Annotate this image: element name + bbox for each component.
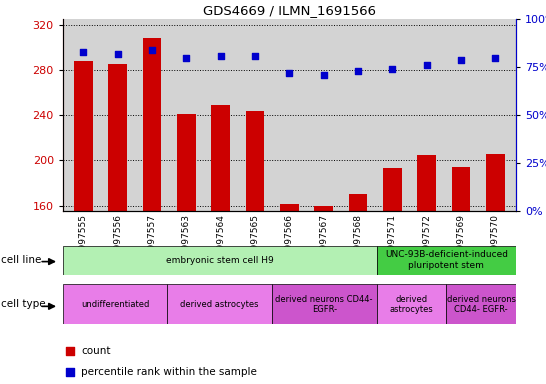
Point (182, 55, 191, 61)
Text: percentile rank within the sample: percentile rank within the sample (81, 367, 257, 377)
Text: embryonic stem cell H9: embryonic stem cell H9 (166, 256, 274, 265)
Text: cell type: cell type (1, 299, 46, 310)
Bar (177, 114, 196, 384)
Bar (314, 205, 333, 384)
Point (251, 53, 259, 59)
Text: count: count (81, 346, 110, 356)
Point (354, 68, 363, 74)
Bar (446, 284, 516, 324)
Text: derived astrocytes: derived astrocytes (180, 300, 259, 309)
Bar (272, 284, 377, 324)
Point (65, 369, 74, 376)
Text: derived neurons CD44-
EGFR-: derived neurons CD44- EGFR- (276, 295, 373, 314)
Bar (486, 154, 505, 384)
Point (319, 72, 328, 78)
Bar (377, 246, 516, 275)
Text: UNC-93B-deficient-induced
pluripotent stem: UNC-93B-deficient-induced pluripotent st… (385, 250, 508, 270)
Title: GDS4669 / ILMN_1691566: GDS4669 / ILMN_1691566 (203, 3, 376, 17)
Text: derived neurons
CD44- EGFR-: derived neurons CD44- EGFR- (447, 295, 515, 314)
Bar (348, 194, 367, 384)
Text: derived
astrocytes: derived astrocytes (389, 295, 434, 314)
Bar (417, 155, 436, 384)
Bar (74, 61, 93, 384)
Bar (108, 65, 127, 384)
Text: undifferentiated: undifferentiated (81, 300, 149, 309)
Bar (63, 284, 168, 324)
Point (79, 49, 88, 55)
Bar (280, 204, 299, 384)
Point (456, 56, 465, 63)
Bar (63, 246, 377, 275)
Bar (377, 284, 446, 324)
Bar (168, 284, 272, 324)
Point (65, 348, 74, 354)
Point (147, 47, 156, 53)
Point (423, 62, 431, 68)
Point (216, 53, 225, 59)
Bar (211, 105, 230, 384)
Point (114, 51, 122, 57)
Text: cell line: cell line (1, 255, 41, 265)
Point (285, 70, 294, 76)
Bar (452, 167, 471, 384)
Bar (246, 111, 264, 384)
Bar (143, 38, 162, 384)
Point (491, 55, 500, 61)
Bar (383, 168, 402, 384)
Point (388, 66, 397, 72)
